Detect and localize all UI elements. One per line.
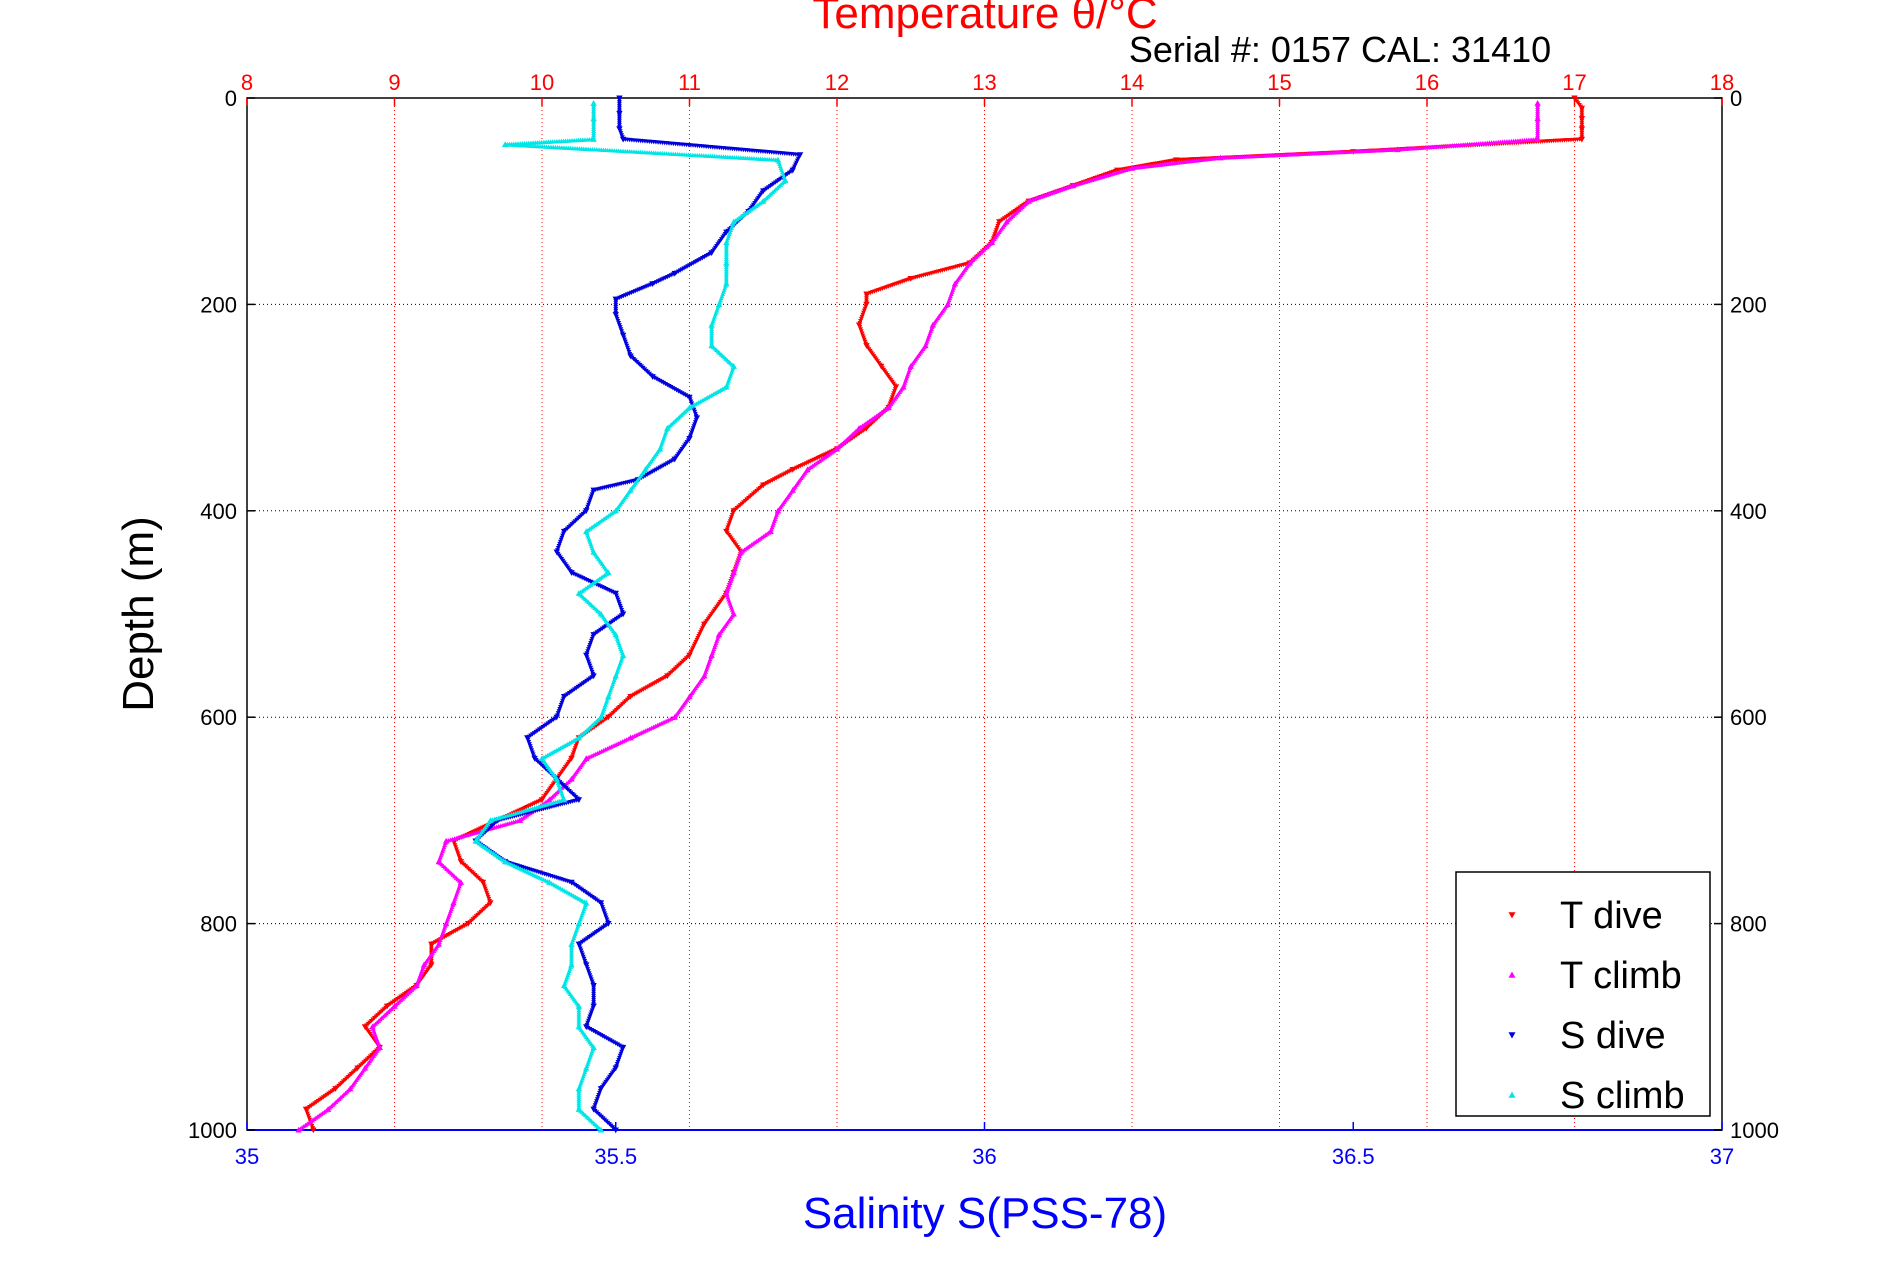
salinity-tick-label: 36.5 xyxy=(1332,1144,1375,1169)
data-point xyxy=(723,590,730,596)
depth-tick-label: 600 xyxy=(200,705,237,730)
salinity-axis-label: Salinity S(PSS-78) xyxy=(803,1189,1167,1238)
series-s-dive xyxy=(472,95,804,1134)
chart-subtitle: Serial #: 0157 CAL: 31410 xyxy=(1129,29,1551,70)
temperature-tick-label: 11 xyxy=(678,70,701,95)
data-point xyxy=(664,425,671,431)
data-point xyxy=(619,652,627,658)
temperature-tick-label: 9 xyxy=(388,70,400,95)
depth-tick-label: 1000 xyxy=(188,1118,237,1143)
data-point xyxy=(369,1023,376,1030)
data-point xyxy=(671,456,678,463)
data-point xyxy=(789,466,796,473)
legend-marker xyxy=(1508,1091,1516,1098)
series-s-climb xyxy=(472,99,789,1133)
legend-marker xyxy=(1508,912,1516,919)
data-point xyxy=(295,1126,302,1133)
data-point xyxy=(457,879,465,885)
data-point xyxy=(583,899,590,906)
data-point xyxy=(730,569,737,576)
depth-tick-label-right: 800 xyxy=(1730,912,1767,937)
data-point xyxy=(951,280,959,287)
data-point xyxy=(553,775,560,782)
data-point xyxy=(442,920,450,927)
depth-tick-label: 800 xyxy=(200,912,237,937)
depth-tick-label-right: 1000 xyxy=(1730,1118,1779,1143)
data-point xyxy=(310,1127,317,1134)
data-point xyxy=(420,961,428,968)
temperature-tick-label: 12 xyxy=(825,70,849,95)
data-point xyxy=(442,837,450,844)
legend-label: S dive xyxy=(1560,1015,1666,1057)
temperature-tick-label: 18 xyxy=(1710,70,1734,95)
temperature-tick-label: 14 xyxy=(1120,70,1144,95)
data-point xyxy=(612,631,619,638)
salinity-tick-label: 37 xyxy=(1710,1144,1734,1169)
data-point xyxy=(715,631,723,638)
data-points xyxy=(295,95,1586,1134)
temperature-tick-label: 16 xyxy=(1415,70,1439,95)
depth-tick-label: 400 xyxy=(200,499,237,524)
legend-label: T dive xyxy=(1560,895,1663,937)
data-point xyxy=(465,921,472,927)
data-point xyxy=(708,652,715,658)
data-point xyxy=(907,363,914,369)
temperature-tick-label: 15 xyxy=(1267,70,1291,95)
data-point xyxy=(568,961,575,968)
salinity-tick-label: 36 xyxy=(972,1144,996,1169)
data-point xyxy=(708,250,715,256)
data-point xyxy=(590,1044,597,1050)
temperature-tick-label: 10 xyxy=(530,70,554,95)
data-point xyxy=(715,301,723,307)
legend-label: T climb xyxy=(1560,955,1682,997)
temperature-tick-label: 13 xyxy=(972,70,996,95)
data-point xyxy=(583,528,590,534)
data-point xyxy=(612,672,619,679)
legend: T dive T climb S dive S climb xyxy=(1455,871,1711,1117)
data-point xyxy=(583,1024,590,1030)
salinity-tick-label: 35 xyxy=(235,1144,259,1169)
data-point xyxy=(649,374,656,380)
legend-marker xyxy=(1508,971,1516,978)
data-point xyxy=(568,570,575,576)
data-point xyxy=(575,920,583,927)
depth-tick-label-right: 200 xyxy=(1730,292,1767,317)
data-point xyxy=(730,363,737,369)
data-point xyxy=(664,673,671,680)
depth-axis-label: Depth (m) xyxy=(114,516,163,712)
depth-tick-label-right: 600 xyxy=(1730,705,1767,730)
chart-title: Temperature θ/°C xyxy=(812,0,1157,38)
data-point xyxy=(597,1126,605,1133)
legend-box xyxy=(1455,871,1711,1117)
data-point xyxy=(605,693,612,700)
legend-items: T dive T climb S dive S climb xyxy=(1508,895,1685,1117)
data-point xyxy=(671,270,678,277)
depth-tick-label-right: 0 xyxy=(1730,86,1742,111)
salinity-tick-label: 35.5 xyxy=(594,1144,637,1169)
data-point xyxy=(538,797,546,803)
temperature-tick-label: 8 xyxy=(241,70,253,95)
legend-label: S climb xyxy=(1560,1075,1685,1117)
series-t-dive xyxy=(302,95,1586,1134)
series-t-climb xyxy=(295,99,1541,1133)
depth-tick-label: 0 xyxy=(225,86,237,111)
data-point xyxy=(583,1064,590,1071)
depth-tick-label: 200 xyxy=(200,292,237,317)
data-point xyxy=(774,156,782,163)
temperature-tick-label: 17 xyxy=(1562,70,1586,95)
data-point xyxy=(730,218,737,225)
tick-labels: 8 9 10 11 12 13 14 15 16 17 18 35 35.5 36 36.5 37 0 0 200 2… xyxy=(188,70,1779,1169)
data-point xyxy=(774,507,782,514)
data-point xyxy=(612,1127,619,1134)
data-point xyxy=(649,281,656,287)
legend-marker xyxy=(1508,1032,1516,1039)
data-point xyxy=(737,548,745,555)
data-point xyxy=(723,280,730,287)
data-point xyxy=(929,321,937,328)
depth-tick-label-right: 400 xyxy=(1730,499,1767,524)
data-point xyxy=(450,899,457,906)
